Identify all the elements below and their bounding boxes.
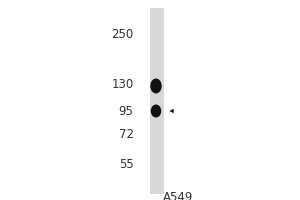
Text: 95: 95 (118, 105, 134, 118)
Ellipse shape (150, 78, 162, 94)
Text: 130: 130 (111, 78, 134, 92)
Text: 55: 55 (119, 158, 134, 171)
Text: 250: 250 (111, 28, 134, 42)
Bar (150, 8, 164, 194)
Ellipse shape (151, 104, 161, 118)
Text: 72: 72 (118, 129, 134, 142)
Text: A549: A549 (163, 191, 194, 200)
